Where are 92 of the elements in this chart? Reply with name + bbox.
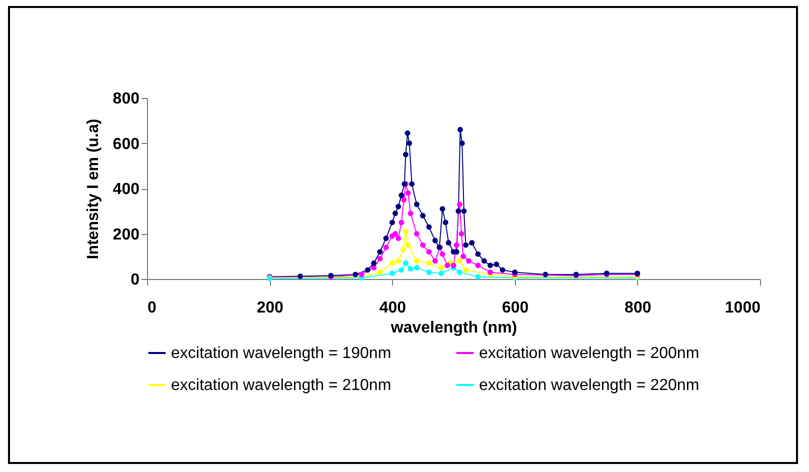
point bbox=[456, 269, 462, 275]
point bbox=[542, 272, 548, 278]
point bbox=[475, 274, 481, 280]
point bbox=[458, 231, 464, 236]
point bbox=[414, 258, 420, 264]
point bbox=[481, 258, 487, 264]
point bbox=[458, 126, 463, 132]
point bbox=[494, 262, 500, 268]
point bbox=[414, 202, 420, 208]
point bbox=[432, 238, 438, 244]
point bbox=[414, 264, 420, 270]
point bbox=[392, 231, 398, 236]
legend-label: excitation wavelength = 190nm bbox=[171, 345, 392, 362]
legend-label: excitation wavelength = 200nm bbox=[479, 345, 700, 362]
point bbox=[454, 242, 460, 248]
point bbox=[401, 197, 407, 203]
point bbox=[475, 262, 481, 268]
point bbox=[406, 140, 412, 146]
point bbox=[408, 266, 414, 272]
x-tick-label: 800 bbox=[624, 300, 652, 316]
point bbox=[459, 140, 465, 146]
point bbox=[377, 269, 383, 275]
point bbox=[389, 270, 395, 276]
legend-label: excitation wavelength = 210nm bbox=[171, 377, 392, 394]
legend-label: excitation wavelength = 220nm bbox=[479, 377, 700, 394]
point bbox=[456, 258, 462, 264]
x-tick-label: 1000 bbox=[724, 300, 761, 316]
point bbox=[383, 236, 389, 242]
point bbox=[442, 220, 448, 226]
point bbox=[405, 190, 411, 196]
point bbox=[396, 236, 402, 242]
point bbox=[404, 130, 410, 136]
point bbox=[352, 272, 358, 278]
point bbox=[398, 192, 404, 198]
point bbox=[426, 269, 432, 275]
x-axis-title: wavelength (nm) bbox=[390, 320, 518, 336]
point bbox=[488, 262, 494, 268]
point bbox=[420, 212, 426, 218]
point bbox=[389, 260, 395, 266]
y-tick-label: 0 bbox=[130, 272, 140, 288]
point bbox=[398, 267, 404, 273]
point bbox=[444, 262, 450, 268]
point bbox=[389, 220, 395, 226]
point bbox=[400, 246, 406, 252]
y-tick-label: 400 bbox=[112, 181, 140, 198]
point bbox=[405, 242, 411, 248]
point bbox=[469, 240, 475, 246]
point bbox=[364, 267, 370, 273]
y-tick-label: 600 bbox=[112, 136, 140, 153]
point bbox=[383, 244, 389, 250]
x-tick-label: 400 bbox=[379, 300, 406, 316]
point bbox=[463, 267, 468, 273]
point bbox=[398, 220, 404, 226]
point bbox=[440, 206, 446, 212]
point bbox=[426, 224, 432, 230]
point bbox=[402, 152, 408, 158]
point bbox=[475, 251, 481, 257]
point bbox=[460, 254, 466, 260]
point bbox=[409, 181, 415, 187]
point bbox=[440, 251, 446, 257]
point bbox=[512, 269, 518, 275]
point bbox=[456, 202, 462, 208]
point bbox=[377, 256, 383, 262]
point bbox=[371, 260, 377, 266]
point bbox=[438, 270, 444, 276]
point bbox=[414, 231, 420, 236]
point bbox=[466, 258, 472, 264]
point bbox=[298, 274, 303, 280]
point bbox=[461, 208, 467, 214]
point bbox=[402, 228, 408, 234]
point bbox=[446, 240, 452, 246]
y-tick-label: 800 bbox=[112, 90, 140, 108]
point bbox=[426, 249, 432, 255]
point bbox=[396, 258, 402, 264]
point bbox=[420, 242, 426, 248]
x-tick-label: 600 bbox=[502, 300, 529, 316]
y-tick-label: 200 bbox=[112, 226, 140, 244]
point bbox=[377, 249, 383, 255]
point bbox=[426, 260, 432, 266]
point bbox=[408, 210, 414, 216]
point bbox=[488, 269, 494, 275]
point bbox=[438, 264, 444, 270]
x-tick-label: 0 bbox=[148, 300, 156, 316]
point bbox=[392, 210, 398, 216]
point bbox=[463, 242, 468, 248]
point bbox=[432, 258, 438, 264]
point bbox=[500, 267, 506, 273]
point bbox=[402, 260, 408, 266]
x-tick-label: 200 bbox=[256, 300, 284, 316]
point bbox=[396, 204, 402, 210]
y-axis-title: Intensity I em (u.a) bbox=[84, 118, 102, 260]
point bbox=[358, 272, 364, 278]
